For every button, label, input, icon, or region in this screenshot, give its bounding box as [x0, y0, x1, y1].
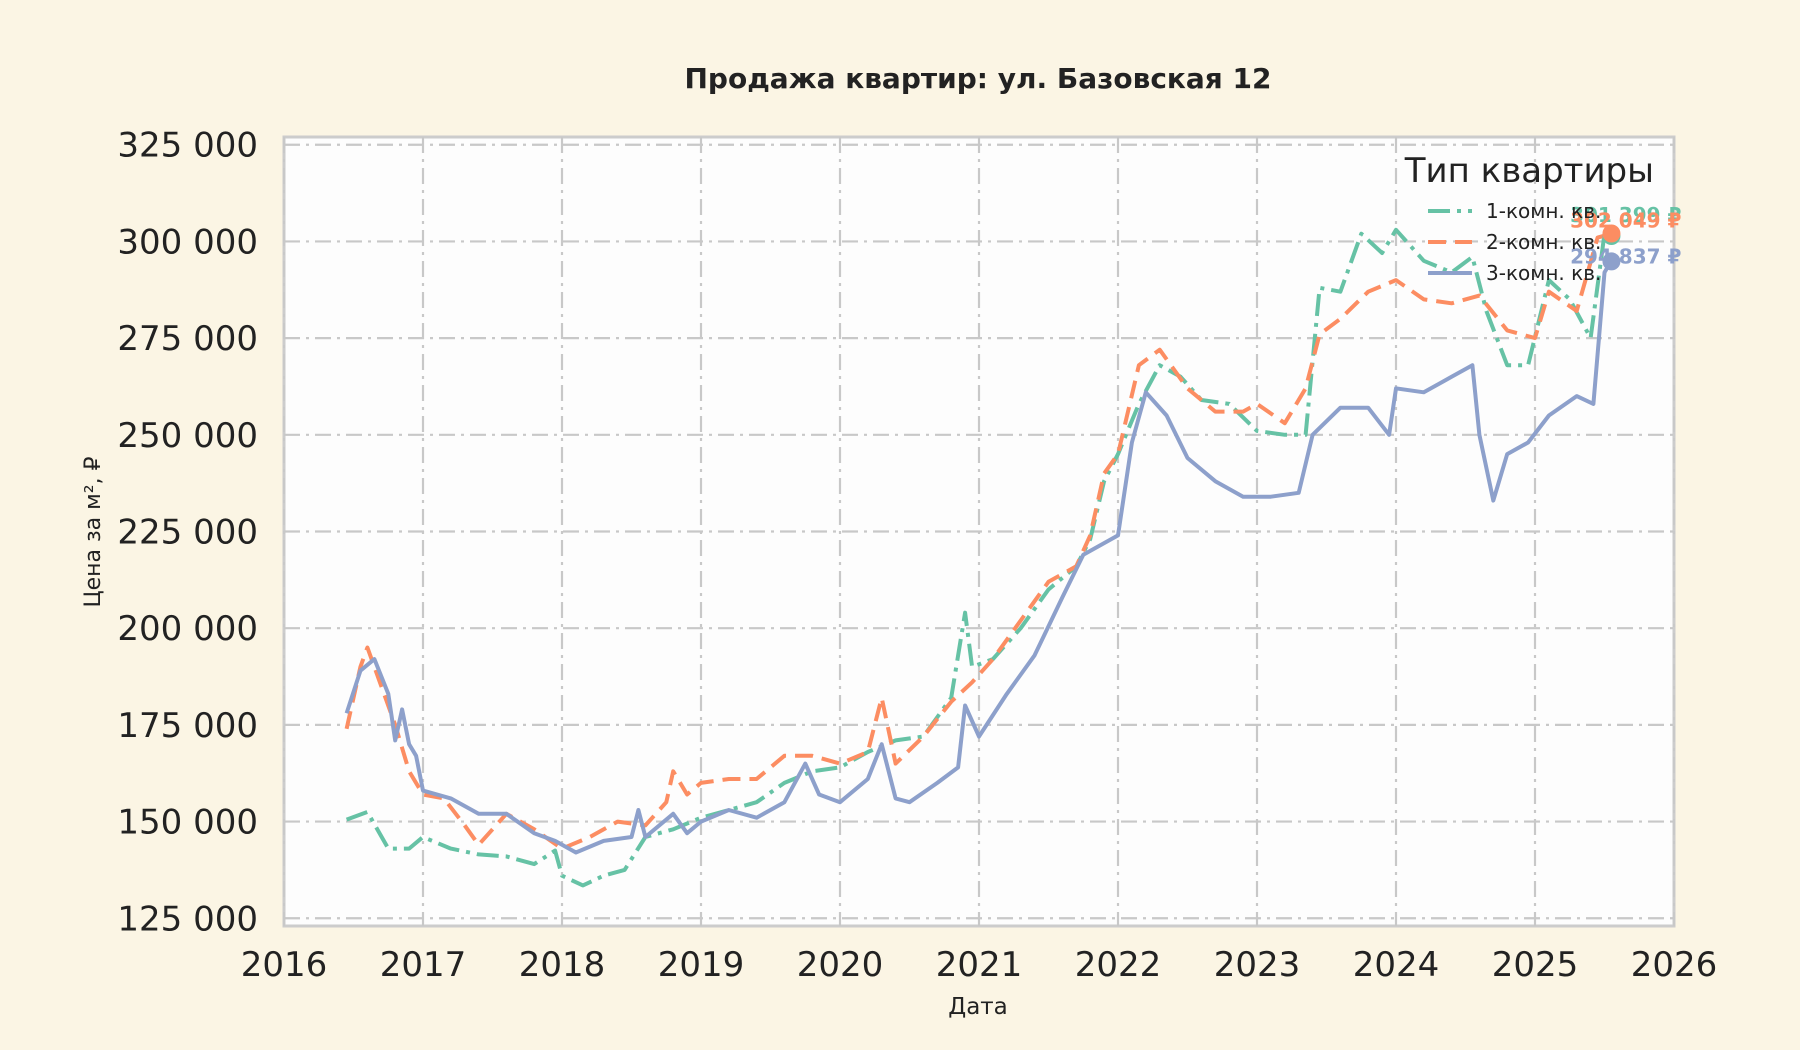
legend-label-1: 1-комн. кв.: [1486, 199, 1601, 223]
x-tick-label: 2023: [1214, 945, 1301, 985]
x-tick-label: 2018: [519, 945, 606, 985]
y-tick-label: 300 000: [117, 222, 258, 262]
y-tick-label: 150 000: [117, 803, 258, 843]
legend: Тип квартиры 1-комн. кв. 2-комн. кв. 3-ком…: [1404, 151, 1654, 285]
series-line-1: [345, 227, 1613, 888]
x-tick-label: 2020: [797, 945, 884, 985]
end-value-label-1: 301 399 ₽: [1570, 203, 1681, 227]
y-tick-label: 275 000: [117, 319, 258, 359]
end-value-label-2: 302 049 ₽: [1570, 209, 1681, 233]
x-tick-label: 2026: [1631, 945, 1718, 985]
y-axis-label: Цена за м², ₽: [81, 456, 106, 607]
x-tick-label: 2019: [658, 945, 745, 985]
x-tick-label: 2024: [1353, 945, 1440, 985]
series-line-2: [344, 231, 1612, 851]
y-tick-label: 200 000: [117, 609, 258, 649]
x-axis-label: Дата: [948, 994, 1008, 1020]
tick-labels: 2016 2017 2018 2019 2020 2021 2022 2023 2024 2025…: [117, 126, 1717, 985]
series-lines: [344, 227, 1614, 888]
end-value-label-3: 294 837 ₽: [1570, 244, 1681, 268]
end-marker-3: [1602, 252, 1621, 271]
legend-label-3: 3-комн. кв.: [1486, 261, 1601, 285]
legend-title: Тип квартиры: [1404, 151, 1654, 191]
x-tick-label: 2021: [936, 945, 1023, 985]
y-tick-label: 250 000: [117, 416, 258, 456]
x-tick-label: 2016: [241, 945, 328, 985]
x-tick-label: 2017: [380, 945, 467, 985]
end-markers: 301 399 ₽302 049 ₽ 294 837 ₽: [1570, 203, 1682, 271]
legend-label-2: 2-комн. кв.: [1486, 230, 1601, 254]
chart-title: Продажа квартир: ул. Базовская 12: [684, 62, 1271, 95]
series-line-3: [344, 259, 1614, 855]
y-tick-label: 125 000: [117, 899, 258, 939]
grid: [282, 137, 1676, 926]
y-tick-label: 325 000: [117, 126, 258, 166]
x-tick-label: 2022: [1075, 945, 1162, 985]
end-marker-2: [1602, 224, 1621, 243]
y-tick-label: 225 000: [117, 513, 258, 553]
x-tick-label: 2025: [1492, 945, 1579, 985]
y-tick-label: 175 000: [117, 706, 258, 746]
